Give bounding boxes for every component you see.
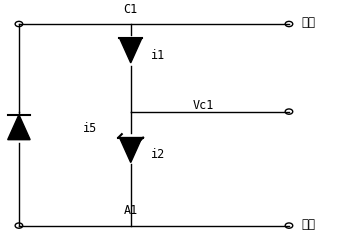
Text: Vc1: Vc1 [193, 99, 214, 112]
Polygon shape [8, 115, 30, 140]
Text: i1: i1 [151, 49, 165, 62]
Text: A1: A1 [123, 204, 138, 217]
Polygon shape [119, 138, 142, 162]
Text: 阴极: 阴极 [301, 16, 315, 29]
Polygon shape [119, 38, 142, 63]
Text: i2: i2 [151, 148, 165, 161]
Text: 阳极: 阳极 [301, 218, 315, 231]
Text: i5: i5 [83, 122, 97, 135]
Text: C1: C1 [123, 3, 138, 16]
